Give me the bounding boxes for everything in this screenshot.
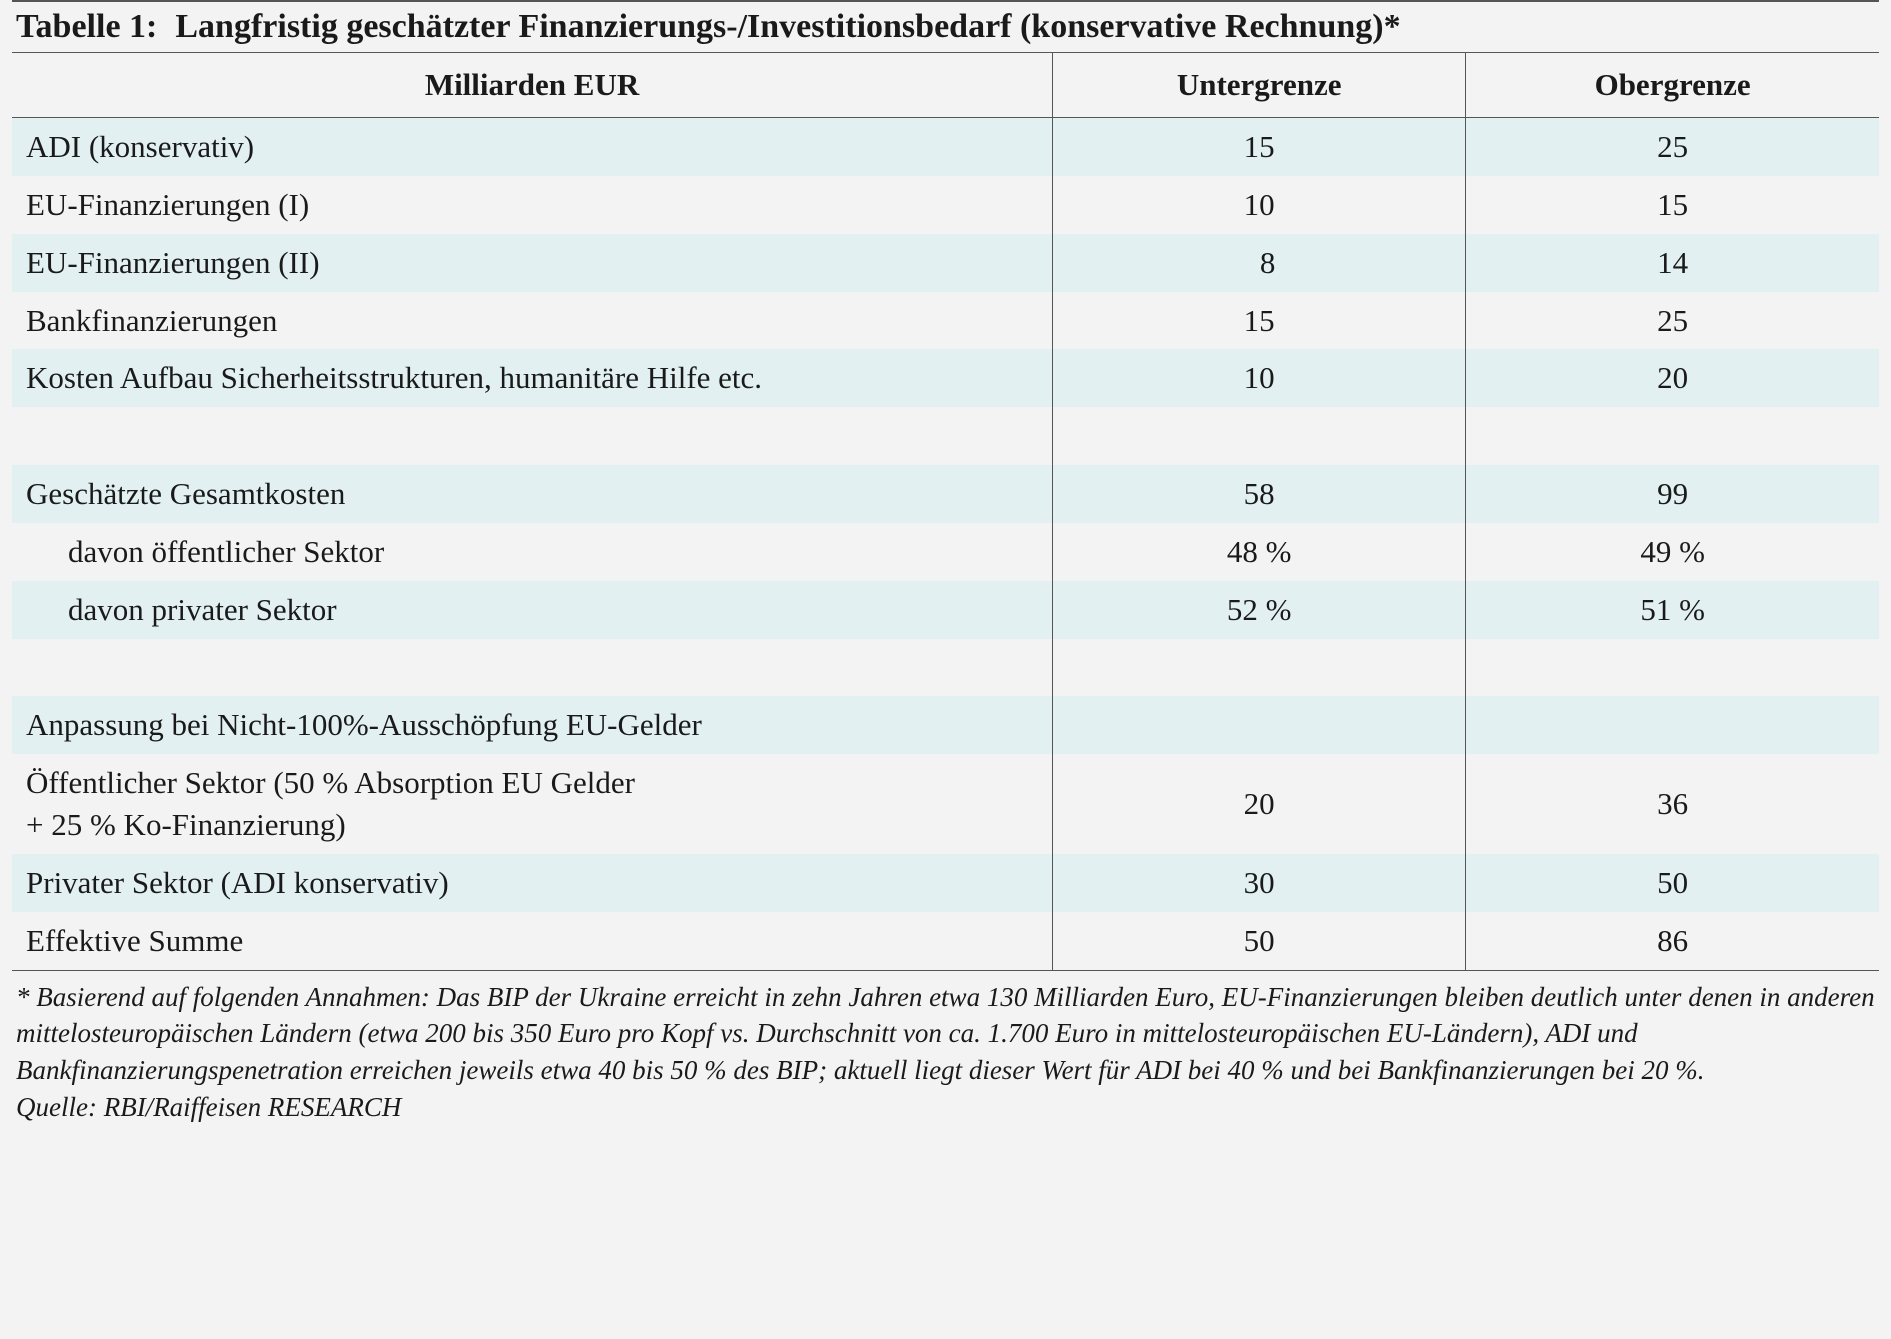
row-lower: 15: [1053, 292, 1466, 350]
row-label: Effektive Summe: [12, 912, 1053, 970]
table-row: ADI (konservativ)1525: [12, 118, 1879, 176]
caption-text: Langfristig geschätzter Finanzierungs-/I…: [175, 8, 1400, 46]
row-label: [12, 639, 1053, 697]
table-row: [12, 407, 1879, 465]
table-figure: Tabelle 1: Langfristig geschätzter Finan…: [0, 0, 1891, 1141]
row-lower: 58: [1053, 465, 1466, 523]
table-caption: Tabelle 1: Langfristig geschätzter Finan…: [12, 0, 1879, 53]
table-row: Öffentlicher Sektor (50 % Absorption EU …: [12, 754, 1879, 854]
table-header-row: Milliarden EUR Untergrenze Obergrenze: [12, 53, 1879, 118]
col-header-label: Milliarden EUR: [12, 53, 1053, 118]
table-row: [12, 639, 1879, 697]
table-row: Privater Sektor (ADI konservativ)3050: [12, 854, 1879, 912]
row-label: Öffentlicher Sektor (50 % Absorption EU …: [12, 754, 1053, 854]
row-lower: [1053, 407, 1466, 465]
table-row: Geschätzte Gesamtkosten5899: [12, 465, 1879, 523]
row-upper: 15: [1466, 176, 1879, 234]
table-row: davon öffentlicher Sektor48 %49 %: [12, 523, 1879, 581]
table-row: EU-Finanzierungen (I)1015: [12, 176, 1879, 234]
row-lower: 15: [1053, 118, 1466, 176]
row-label: Geschätzte Gesamtkosten: [12, 465, 1053, 523]
table-row: Bankfinanzierungen1525: [12, 292, 1879, 350]
row-upper: 36: [1466, 754, 1879, 854]
row-upper: [1466, 407, 1879, 465]
row-label: davon privater Sektor: [12, 581, 1053, 639]
row-lower: 52 %: [1053, 581, 1466, 639]
table-row: EU-Finanzierungen (II)814: [12, 234, 1879, 292]
row-label: Bankfinanzierungen: [12, 292, 1053, 350]
row-lower: 10: [1053, 176, 1466, 234]
col-header-upper: Obergrenze: [1466, 53, 1879, 118]
row-label: davon öffentlicher Sektor: [12, 523, 1053, 581]
table-row: davon privater Sektor52 %51 %: [12, 581, 1879, 639]
row-label: EU-Finanzierungen (II): [12, 234, 1053, 292]
row-upper: [1466, 696, 1879, 754]
row-lower: 10: [1053, 349, 1466, 407]
table-footnote: * Basierend auf folgenden Annahmen: Das …: [12, 971, 1879, 1090]
financing-table: Milliarden EUR Untergrenze Obergrenze AD…: [12, 53, 1879, 971]
row-upper: [1466, 639, 1879, 697]
row-upper: 14: [1466, 234, 1879, 292]
row-label: [12, 407, 1053, 465]
table-row: Kosten Aufbau Sicherheitsstrukturen, hum…: [12, 349, 1879, 407]
row-lower: 48 %: [1053, 523, 1466, 581]
row-lower: 50: [1053, 912, 1466, 970]
row-label: Anpassung bei Nicht-100%-Ausschöpfung EU…: [12, 696, 1053, 754]
row-upper: 51 %: [1466, 581, 1879, 639]
row-upper: 25: [1466, 292, 1879, 350]
row-lower: [1053, 639, 1466, 697]
row-upper: 86: [1466, 912, 1879, 970]
row-upper: 49 %: [1466, 523, 1879, 581]
table-row: Anpassung bei Nicht-100%-Ausschöpfung EU…: [12, 696, 1879, 754]
row-upper: 25: [1466, 118, 1879, 176]
row-label: Kosten Aufbau Sicherheitsstrukturen, hum…: [12, 349, 1053, 407]
row-lower: 20: [1053, 754, 1466, 854]
table-source: Quelle: RBI/Raiffeisen RESEARCH: [12, 1090, 1879, 1123]
row-label: EU-Finanzierungen (I): [12, 176, 1053, 234]
row-upper: 20: [1466, 349, 1879, 407]
row-upper: 99: [1466, 465, 1879, 523]
row-label: ADI (konservativ): [12, 118, 1053, 176]
row-upper: 50: [1466, 854, 1879, 912]
row-lower: 8: [1053, 234, 1466, 292]
col-header-lower: Untergrenze: [1053, 53, 1466, 118]
table-body: ADI (konservativ)1525EU-Finanzierungen (…: [12, 118, 1879, 971]
caption-prefix: Tabelle 1:: [16, 8, 157, 46]
row-lower: [1053, 696, 1466, 754]
row-label: Privater Sektor (ADI konservativ): [12, 854, 1053, 912]
row-lower: 30: [1053, 854, 1466, 912]
table-row: Effektive Summe5086: [12, 912, 1879, 970]
